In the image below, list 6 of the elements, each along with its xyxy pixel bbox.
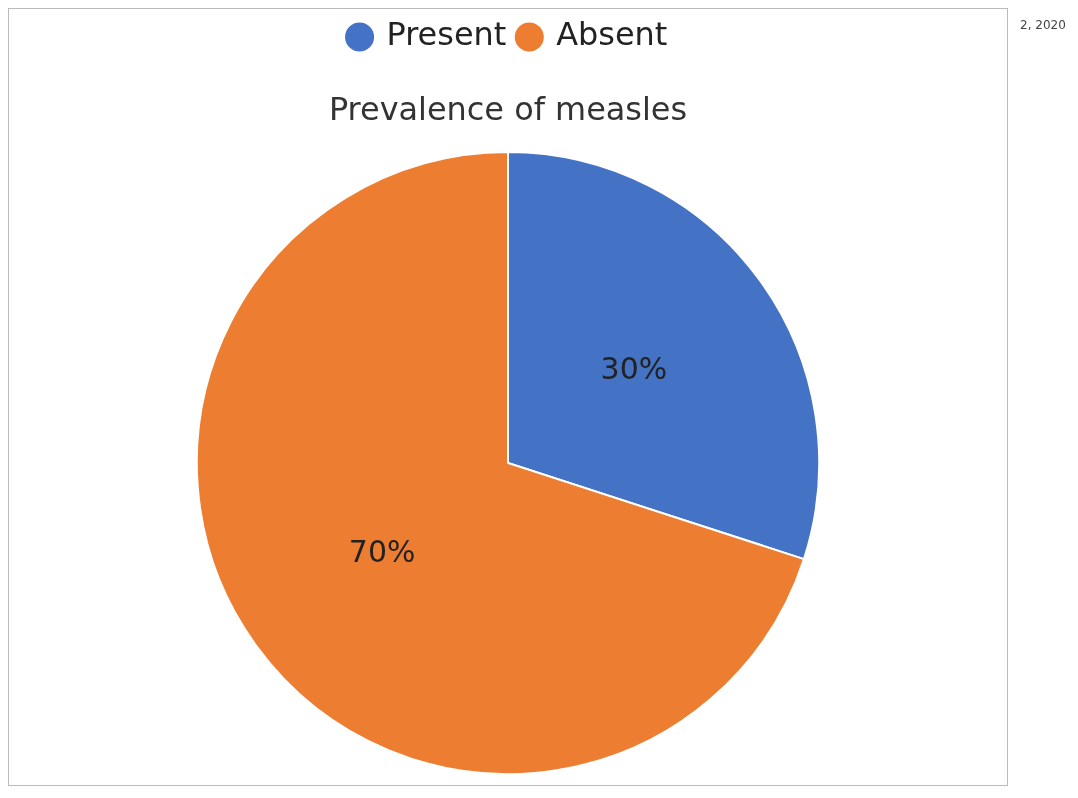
legend-label: Present: [386, 15, 507, 54]
data-label: 30%: [600, 351, 668, 387]
data-label: 70%: [348, 534, 416, 570]
text: Prevalence of measles: [328, 90, 688, 129]
legend-label: Absent: [556, 15, 668, 54]
text: 2, 2020: [1020, 18, 1066, 32]
